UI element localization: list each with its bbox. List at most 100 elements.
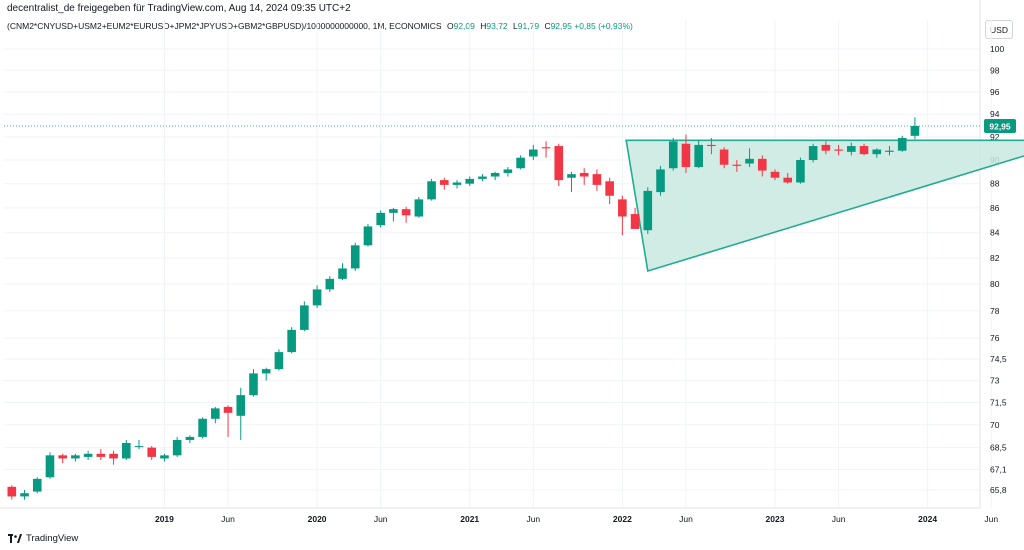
y-tick-label: 65,8 [990,485,1007,495]
high-label: H [480,21,487,31]
candle-body[interactable] [274,352,284,370]
x-tick-label: Jun [526,514,540,524]
candle-body[interactable] [796,160,805,183]
candle-body[interactable] [134,446,144,448]
footer-brand[interactable]: TradingView [8,533,78,544]
candle-body[interactable] [668,141,678,169]
candle-body[interactable] [554,146,564,181]
x-tick-label: 2021 [460,514,479,524]
x-tick-label: 2022 [613,514,632,524]
candle-body[interactable] [872,149,882,155]
candle-body[interactable] [808,146,818,161]
candle-body[interactable] [109,453,118,459]
candle-body[interactable] [630,214,640,229]
candle-body[interactable] [7,486,17,497]
candle-body[interactable] [439,180,449,185]
candle-body[interactable] [503,169,513,173]
candle-body[interactable] [363,226,373,246]
candle-body[interactable] [58,455,67,459]
candle-body[interactable] [71,455,80,459]
candle-body[interactable] [300,305,309,330]
y-tick-label: 68,5 [990,443,1007,453]
candle-body[interactable] [172,439,182,456]
candle-body[interactable] [732,164,742,166]
candle-body[interactable] [859,146,869,155]
candle-body[interactable] [897,137,907,151]
y-tick-label: 96 [990,87,1000,97]
candle-body[interactable] [592,174,602,185]
candle-body[interactable] [121,443,131,459]
x-tick-label: 2020 [308,514,327,524]
candle-body[interactable] [757,158,767,171]
y-tick-label: 71,5 [990,397,1007,407]
candle-body[interactable] [389,209,398,213]
candle-body[interactable] [516,157,525,169]
candle-body[interactable] [45,455,55,478]
symbol-label[interactable]: (CNM2*CNYUSD+USM2+EUM2*EURUSD+JPM2*JPYUS… [7,21,442,31]
candle-body[interactable] [325,278,335,290]
x-tick-label: Jun [221,514,235,524]
candle-body[interactable] [707,144,716,147]
candle-body[interactable] [719,149,729,165]
candle-body[interactable] [618,199,627,217]
candle-body[interactable] [770,171,780,178]
candle-body[interactable] [452,182,462,185]
candle-body[interactable] [236,395,246,416]
candle-body[interactable] [529,149,538,157]
candle-body[interactable] [465,178,475,184]
candle-body[interactable] [96,453,106,457]
candle-body[interactable] [223,406,233,413]
tradingview-brand-text: TradingView [26,533,79,544]
low-value: 91,79 [517,21,540,31]
candle-body[interactable] [20,493,29,497]
candle-body[interactable] [567,174,576,178]
candle-body[interactable] [478,176,487,179]
last-price-label: 92,95 [989,122,1011,132]
x-tick-label: 2024 [918,514,937,524]
y-tick-label: 70 [990,420,1000,430]
change-value: +0,85 (+0,93%) [574,21,633,31]
candle-body[interactable] [834,149,843,151]
candle-body[interactable] [847,146,856,152]
x-tick-label: Jun [679,514,693,524]
y-tick-label: 100 [990,44,1004,54]
candle-body[interactable] [32,478,42,492]
candle-body[interactable] [605,181,614,196]
candle-body[interactable] [185,436,195,440]
candle-body[interactable] [249,373,258,396]
candle-body[interactable] [261,369,271,374]
close-value: 92,95 [550,21,572,31]
candle-body[interactable] [656,169,665,193]
candle-body[interactable] [681,143,691,168]
low-label: L [513,21,518,31]
ascending-triangle-pattern[interactable] [625,139,1024,273]
candle-body[interactable] [376,212,385,226]
candle-body[interactable] [83,453,93,457]
candle-body[interactable] [147,447,157,457]
currency-button[interactable]: USD [985,20,1013,39]
candle-body[interactable] [643,190,653,231]
candle-body[interactable] [745,158,754,164]
candle-body[interactable] [885,150,894,152]
candle-body[interactable] [198,418,207,437]
chart-legend: (CNM2*CNYUSD+USM2+EUM2*EURUSD+JPM2*JPYUS… [7,21,633,31]
candle-body[interactable] [312,289,322,306]
y-tick-label: 67,1 [990,464,1007,474]
candle-body[interactable] [541,147,551,149]
candle-body[interactable] [579,172,589,177]
candle-body[interactable] [350,245,360,269]
candle-body[interactable] [211,408,220,419]
candle-body[interactable] [783,177,793,183]
candle-body[interactable] [401,209,411,216]
candle-body[interactable] [287,329,296,353]
candle-body[interactable] [160,455,169,459]
candle-body[interactable] [694,144,703,168]
tradingview-logo-icon [8,534,22,543]
candle-body[interactable] [910,126,920,136]
candle-body[interactable] [427,181,436,200]
candle-body[interactable] [414,199,424,217]
candle-body[interactable] [338,268,347,279]
candle-body[interactable] [821,144,831,151]
candle-body[interactable] [490,172,500,177]
